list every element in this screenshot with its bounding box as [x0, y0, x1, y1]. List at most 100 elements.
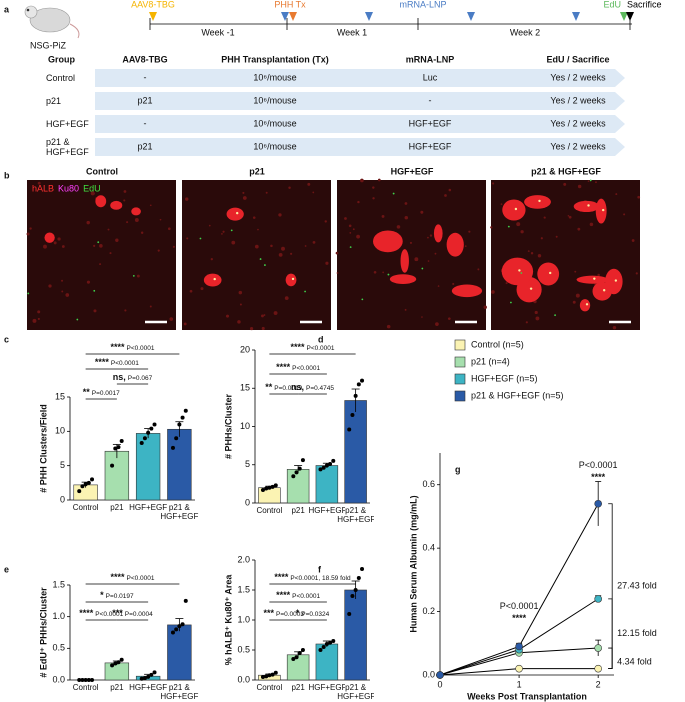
bar: [344, 400, 367, 504]
micrograph: [182, 180, 331, 330]
table-cell: p21: [137, 95, 152, 105]
edu-dot: [97, 241, 100, 244]
tissue-speck: [273, 311, 278, 315]
cell-cluster: [226, 207, 244, 221]
tissue-speck: [26, 232, 30, 236]
sig-annotation: **** P<0.0001: [276, 590, 320, 600]
tissue-speck: [37, 310, 41, 314]
cell-cluster: [95, 195, 107, 208]
sig-p: P<0.0001: [127, 345, 155, 352]
x-tick-label: Control: [256, 683, 283, 692]
bar: [167, 624, 192, 681]
tissue-speck: [238, 290, 243, 295]
bar: [286, 469, 310, 504]
tissue-speck: [530, 252, 534, 255]
tissue-speck: [348, 224, 352, 228]
tissue-speck: [61, 245, 65, 248]
cell-cluster: [573, 200, 600, 213]
y-tick-label: 0.6: [422, 479, 435, 489]
x-tick-label: p21 & HGF+EGF: [160, 683, 199, 701]
sig-stars: ****: [79, 608, 94, 618]
sig-stars: ****: [110, 342, 125, 352]
event-label: PHH Tx: [274, 0, 306, 9]
data-point: [142, 436, 147, 441]
edu-dot: [27, 292, 30, 295]
edu-nucleus: [601, 208, 605, 212]
cell-cluster: [537, 262, 560, 286]
tissue-speck: [520, 230, 524, 234]
data-point: [180, 415, 185, 420]
edu-nucleus: [518, 269, 521, 272]
data-point: [324, 463, 329, 468]
sig-stars: ****: [512, 613, 527, 623]
y-tick-label: 15: [55, 391, 65, 401]
tissue-speck: [99, 244, 103, 248]
fold-bracket: [608, 647, 613, 670]
data-point: [152, 422, 157, 427]
tissue-speck: [543, 216, 546, 219]
tissue-speck: [231, 240, 236, 245]
data-point: [80, 484, 85, 489]
tissue-speck: [574, 270, 577, 273]
cell-cluster: [446, 232, 464, 257]
fold-label: 12.15 fold: [617, 628, 657, 638]
cell-cluster: [433, 224, 443, 243]
y-tick-label: 1.0: [52, 611, 65, 621]
tissue-speck: [555, 235, 558, 238]
y-tick-label: 0.2: [422, 606, 435, 616]
x-tick-label: p21: [291, 683, 305, 692]
mouse-icon: [24, 5, 80, 39]
tissue-speck: [534, 310, 538, 315]
data-point: [146, 430, 151, 435]
cell-cluster: [576, 275, 609, 284]
x-tick-label: 1: [517, 679, 522, 689]
sig-stars: **: [83, 387, 91, 397]
data-point: [260, 487, 265, 492]
table-cell: Luc: [423, 72, 438, 82]
tissue-speck: [563, 182, 567, 186]
edu-dot: [421, 267, 424, 270]
legend-swatch: [454, 390, 466, 402]
micrograph: [337, 180, 486, 330]
sig-stars: ****: [274, 572, 289, 582]
image-title: HGF+EGF: [391, 166, 434, 176]
edu-dot: [510, 301, 512, 304]
tissue-speck: [136, 274, 140, 278]
event-label: Sacrifice: [627, 0, 662, 9]
x-tick-label: HGF+EGF: [129, 503, 168, 512]
bar: [104, 450, 130, 501]
sig-annotation: *** P=0.0003: [263, 608, 304, 618]
data-point: [90, 678, 95, 682]
tissue-speck: [172, 245, 175, 248]
tissue-speck: [189, 289, 193, 293]
sig-stars: ****: [110, 572, 125, 582]
data-point: [594, 595, 602, 603]
fold-label: 4.34 fold: [617, 657, 652, 667]
sig-p: P=0.0003: [276, 611, 304, 618]
legend-swatch: [454, 356, 466, 368]
tissue-speck: [304, 245, 307, 247]
tissue-speck: [288, 186, 291, 190]
tissue-speck: [527, 250, 530, 253]
sig-p: P=0.0019: [274, 385, 302, 392]
sig-p: P<0.0001, 18.59 fold: [290, 575, 351, 582]
tissue-speck: [115, 238, 119, 242]
edu-nucleus: [538, 199, 541, 203]
tissue-speck: [427, 236, 429, 239]
tissue-speck: [126, 221, 129, 224]
tissue-speck: [157, 249, 160, 252]
sig-annotation: ns, P=0.4745: [291, 382, 334, 392]
tissue-speck: [349, 231, 352, 234]
x-tick-label: HGF+EGF: [308, 506, 346, 515]
y-tick-label: 0.0: [52, 674, 65, 684]
tissue-speck: [252, 216, 256, 219]
tissue-speck: [444, 194, 447, 197]
fold-bracket: [608, 598, 613, 670]
data-point: [360, 567, 365, 571]
tissue-speck: [185, 197, 189, 201]
data-point: [515, 642, 523, 651]
tissue-speck: [281, 246, 285, 251]
tissue-speck: [525, 321, 528, 324]
data-point: [83, 678, 88, 682]
tissue-speck: [183, 322, 187, 326]
